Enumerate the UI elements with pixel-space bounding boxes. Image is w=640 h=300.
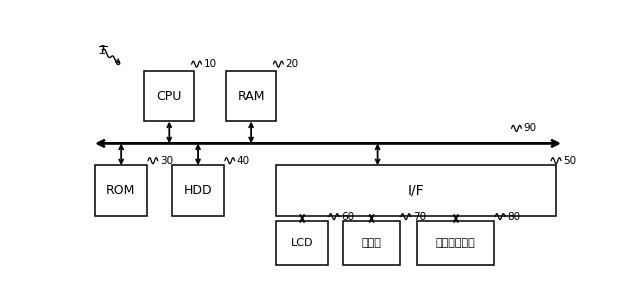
Text: HDD: HDD <box>184 184 212 197</box>
Text: 60: 60 <box>341 212 354 222</box>
Bar <box>95 165 147 216</box>
Text: RAM: RAM <box>237 90 265 103</box>
Text: LCD: LCD <box>291 238 313 248</box>
Text: I/F: I/F <box>408 184 424 198</box>
Text: 20: 20 <box>285 59 298 69</box>
Text: CPU: CPU <box>157 90 182 103</box>
Bar <box>276 221 328 265</box>
Bar <box>343 221 400 265</box>
Text: 70: 70 <box>413 212 426 222</box>
Text: 10: 10 <box>204 59 216 69</box>
Bar <box>227 70 276 122</box>
Bar <box>145 70 194 122</box>
Text: ROM: ROM <box>106 184 136 197</box>
Bar <box>172 165 224 216</box>
Text: 90: 90 <box>524 123 536 134</box>
Bar <box>276 165 556 216</box>
Bar <box>417 221 494 265</box>
Text: 50: 50 <box>563 156 576 166</box>
Text: 操作部: 操作部 <box>362 238 381 248</box>
Text: 30: 30 <box>160 156 173 166</box>
Text: 80: 80 <box>507 212 520 222</box>
Text: 40: 40 <box>237 156 250 166</box>
Text: 専用デバイス: 専用デバイス <box>436 238 476 248</box>
Text: 1: 1 <box>99 44 107 57</box>
